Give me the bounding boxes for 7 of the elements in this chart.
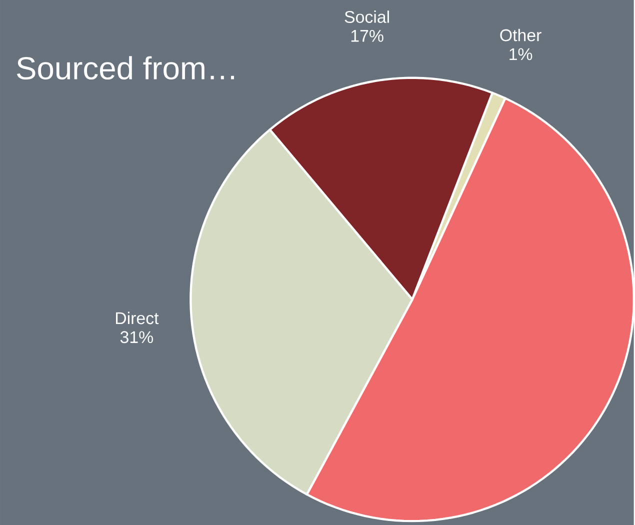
slice-label: Social [344, 10, 389, 23]
text: Sourced from… [16, 56, 234, 80]
data-label: 17% [351, 30, 384, 42]
data-label: 31% [120, 331, 153, 344]
data-label: 1% [510, 48, 532, 60]
slice-label: Other [500, 28, 542, 42]
slice-label: Direct [116, 312, 159, 324]
